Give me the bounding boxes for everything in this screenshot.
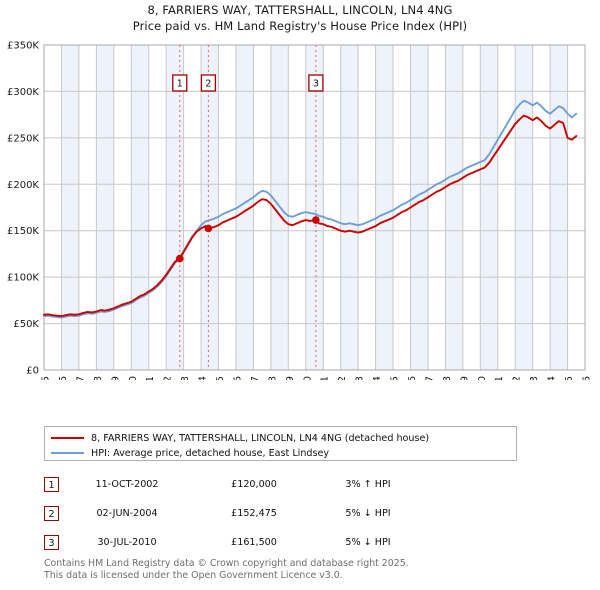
svg-text:2017: 2017 (424, 376, 435, 380)
transaction-dot (175, 254, 184, 263)
svg-text:2020: 2020 (477, 376, 488, 380)
svg-text:£250K: £250K (7, 133, 39, 144)
year-band (131, 45, 149, 370)
year-band (235, 45, 254, 370)
page-title: 8, FARRIERS WAY, TATTERSHALL, LINCOLN, L… (0, 2, 600, 34)
svg-text:2005: 2005 (215, 376, 226, 380)
transaction-hpi-1: 3% ↑ HPI (345, 479, 391, 490)
svg-text:£300K: £300K (7, 87, 39, 98)
transaction-dot (204, 224, 213, 233)
svg-text:2014: 2014 (372, 376, 383, 380)
svg-text:2024: 2024 (547, 376, 558, 380)
svg-text:2019: 2019 (459, 376, 470, 380)
legend-swatch-hpi (51, 452, 84, 454)
svg-text:3: 3 (313, 79, 319, 90)
title-line-2: Price paid vs. HM Land Registry's House … (132, 19, 468, 33)
svg-text:£0: £0 (26, 366, 39, 377)
transaction-marker-3: 3 (44, 535, 59, 550)
year-band (375, 45, 394, 370)
svg-text:1: 1 (177, 79, 183, 90)
transaction-marker-1: 1 (44, 477, 59, 492)
marker-box (308, 74, 324, 92)
transaction-hpi-2: 5% ↓ HPI (345, 508, 391, 519)
svg-text:2016: 2016 (407, 376, 418, 380)
table-row: 3 30-JUL-2010 £161,500 5% ↓ HPI (44, 528, 514, 557)
svg-text:2025: 2025 (564, 376, 575, 380)
svg-text:2021: 2021 (494, 376, 505, 380)
svg-text:2001: 2001 (145, 376, 156, 380)
series-line (43, 114, 578, 318)
year-band (340, 45, 359, 370)
year-band (515, 45, 533, 370)
price-history-chart: £0 £50K £100K £150K £200K £250K £300K £350K 1995… (0, 40, 600, 381)
transaction-price-2: £152,475 (231, 508, 277, 519)
table-row: 2 02-JUN-2004 £152,475 5% ↓ HPI (44, 499, 514, 528)
svg-text:2023: 2023 (529, 376, 540, 380)
svg-text:2018: 2018 (442, 376, 453, 380)
svg-text:£200K: £200K (7, 180, 39, 191)
year-band (410, 45, 428, 370)
svg-text:2011: 2011 (320, 376, 331, 380)
marker-box (200, 74, 217, 92)
svg-text:2002: 2002 (163, 376, 174, 380)
year-band (305, 45, 324, 370)
svg-text:2003: 2003 (180, 376, 191, 380)
svg-text:1998: 1998 (93, 376, 104, 380)
legend-swatch-property (51, 437, 84, 439)
svg-text:2010: 2010 (302, 376, 313, 380)
transaction-date-3: 30-JUL-2010 (97, 537, 157, 548)
transactions-table: 1 11-OCT-2002 £120,000 3% ↑ HPI 2 02-JUN… (44, 470, 514, 557)
svg-text:2007: 2007 (250, 376, 261, 380)
chart-svg: £0 £50K £100K £150K £200K £250K £300K £350K 1995… (7, 41, 593, 381)
attribution-footer: Contains HM Land Registry data © Crown c… (44, 558, 584, 581)
year-band (96, 45, 114, 370)
year-band (550, 45, 568, 370)
marker-box (172, 74, 188, 92)
svg-text:1996: 1996 (58, 376, 69, 380)
transaction-hpi-3: 5% ↓ HPI (345, 537, 391, 548)
legend-item-property: 8, FARRIERS WAY, TATTERSHALL, LINCOLN, L… (51, 431, 510, 445)
footer-line-1: Contains HM Land Registry data © Crown c… (44, 558, 409, 569)
year-band (201, 45, 219, 370)
svg-text:£150K: £150K (7, 226, 39, 237)
legend-label-hpi: HPI: Average price, detached house, East… (91, 447, 330, 459)
svg-text:2012: 2012 (337, 376, 348, 380)
svg-text:2000: 2000 (128, 376, 139, 380)
svg-text:£350K: £350K (7, 41, 39, 52)
svg-text:2008: 2008 (267, 376, 278, 380)
table-row: 1 11-OCT-2002 £120,000 3% ↑ HPI (44, 470, 514, 499)
series-line (43, 99, 578, 319)
chart-legend: 8, FARRIERS WAY, TATTERSHALL, LINCOLN, L… (44, 426, 517, 461)
svg-text:1999: 1999 (110, 376, 121, 380)
svg-text:1995: 1995 (41, 376, 52, 380)
svg-text:2006: 2006 (232, 376, 243, 380)
svg-text:2013: 2013 (355, 376, 366, 380)
svg-text:£50K: £50K (13, 319, 39, 330)
transaction-price-1: £120,000 (231, 479, 277, 490)
year-band (445, 45, 463, 370)
svg-text:2026: 2026 (582, 376, 593, 380)
title-line-1: 8, FARRIERS WAY, TATTERSHALL, LINCOLN, L… (147, 3, 453, 17)
svg-text:1997: 1997 (75, 376, 86, 380)
svg-text:2022: 2022 (512, 376, 523, 380)
legend-item-hpi: HPI: Average price, detached house, East… (51, 446, 510, 460)
svg-text:2: 2 (205, 79, 211, 90)
svg-text:£100K: £100K (7, 273, 39, 284)
svg-text:2015: 2015 (390, 376, 401, 380)
transaction-date-1: 11-OCT-2002 (95, 479, 159, 490)
legend-label-property: 8, FARRIERS WAY, TATTERSHALL, LINCOLN, L… (91, 432, 430, 444)
year-band (166, 45, 184, 370)
transaction-dot (312, 216, 320, 224)
svg-text:2009: 2009 (285, 376, 296, 380)
transaction-marker-2: 2 (44, 506, 59, 521)
footer-line-2: This data is licensed under the Open Gov… (44, 569, 343, 581)
svg-text:2004: 2004 (198, 376, 209, 380)
year-band (480, 45, 498, 370)
transaction-date-2: 02-JUN-2004 (96, 508, 158, 519)
transaction-price-3: £161,500 (231, 537, 277, 548)
year-band (61, 45, 79, 370)
